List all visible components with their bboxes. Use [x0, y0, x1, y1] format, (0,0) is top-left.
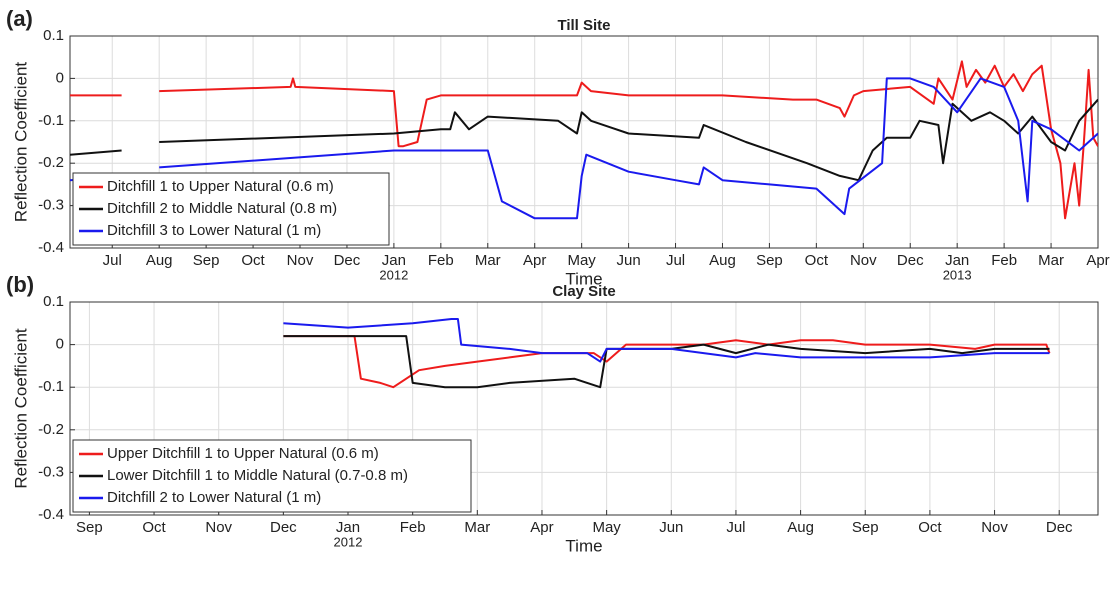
x-tick-label: Nov — [205, 519, 232, 536]
legend-label: Ditchfill 1 to Upper Natural (0.6 m) — [107, 178, 334, 195]
x-tick-label: Sep — [193, 252, 220, 269]
x-tick-label: Sep — [852, 519, 879, 536]
x-tick-label: Aug — [146, 252, 173, 269]
y-tick-label: -0.3 — [38, 197, 64, 214]
legend-box — [72, 439, 472, 513]
x-tick-label: Jan — [336, 519, 360, 536]
y-tick-label: -0.2 — [38, 154, 64, 171]
x-tick-label: Sep — [76, 519, 103, 536]
x-tick-label: Dec — [270, 519, 297, 536]
y-tick-label: 0.1 — [43, 27, 64, 44]
x-tick-label: Jan — [382, 252, 406, 269]
data-line — [283, 318, 1050, 363]
x-tick-label: Apr — [530, 519, 553, 536]
x-tick-label: Nov — [287, 252, 314, 269]
x-tick-label: Jun — [659, 519, 683, 536]
y-tick-label: -0.1 — [38, 378, 64, 395]
x-tick-label: May — [567, 252, 596, 269]
x-tick-label: Dec — [897, 252, 924, 269]
data-line — [70, 98, 1098, 182]
x-tick-label: Mar — [464, 519, 490, 536]
legend-label: Ditchfill 3 to Lower Natural (1 m) — [107, 222, 321, 239]
x-tick-label: Nov — [981, 519, 1008, 536]
legend-box — [72, 172, 390, 246]
x-tick-label: Oct — [918, 519, 942, 536]
x-tick-label: Feb — [991, 252, 1017, 269]
x-tick-label: Oct — [805, 252, 829, 269]
y-tick-label: 0.1 — [43, 293, 64, 310]
x-axis-label: Time — [565, 536, 602, 555]
y-tick-label: -0.4 — [38, 506, 64, 523]
data-line — [70, 60, 1098, 220]
x-tick-label: Jul — [103, 252, 122, 269]
y-tick-label: -0.1 — [38, 112, 64, 129]
x-tick-label: Dec — [1046, 519, 1073, 536]
x-tick-label: Mar — [475, 252, 501, 269]
x-tick-label: Feb — [428, 252, 454, 269]
x-tick-label: Apr — [523, 252, 546, 269]
x-tick-label: Jul — [666, 252, 685, 269]
y-axis-label: Reflection Coefficient — [11, 62, 30, 223]
panel-label: (b) — [6, 272, 34, 297]
x-tick-label: Jul — [726, 519, 745, 536]
x-tick-year: 2013 — [943, 267, 972, 282]
x-tick-label: Dec — [334, 252, 361, 269]
y-tick-label: -0.2 — [38, 421, 64, 438]
x-axis-label: Time — [565, 269, 602, 288]
x-tick-label: Sep — [756, 252, 783, 269]
chart-title: Till Site — [557, 17, 610, 34]
chart-title: Clay Site — [552, 283, 615, 300]
legend-label: Ditchfill 2 to Lower Natural (1 m) — [107, 489, 321, 506]
x-tick-label: Jun — [616, 252, 640, 269]
y-tick-label: -0.3 — [38, 463, 64, 480]
x-tick-label: Aug — [709, 252, 736, 269]
panel-label: (a) — [6, 6, 33, 31]
y-tick-label: 0 — [56, 336, 64, 353]
x-tick-label: Mar — [1038, 252, 1064, 269]
data-line — [283, 335, 1051, 389]
x-tick-label: May — [592, 519, 621, 536]
x-tick-label: Feb — [400, 519, 426, 536]
x-tick-label: Nov — [850, 252, 877, 269]
axes-frame — [69, 35, 1099, 249]
legend-label: Lower Ditchfill 1 to Middle Natural (0.7… — [107, 467, 408, 484]
x-tick-label: Oct — [142, 519, 166, 536]
y-tick-label: -0.4 — [38, 239, 64, 256]
x-tick-year: 2012 — [379, 267, 408, 282]
x-tick-label: Oct — [241, 252, 265, 269]
y-axis-label: Reflection Coefficient — [11, 328, 30, 489]
x-tick-label: Apr — [1086, 252, 1109, 269]
axes-frame — [69, 301, 1099, 516]
y-tick-label: 0 — [56, 69, 64, 86]
x-tick-label: Aug — [787, 519, 814, 536]
legend-label: Ditchfill 2 to Middle Natural (0.8 m) — [107, 200, 337, 217]
legend-label: Upper Ditchfill 1 to Upper Natural (0.6 … — [107, 445, 379, 462]
x-tick-label: Jan — [945, 252, 969, 269]
x-tick-year: 2012 — [334, 534, 363, 549]
